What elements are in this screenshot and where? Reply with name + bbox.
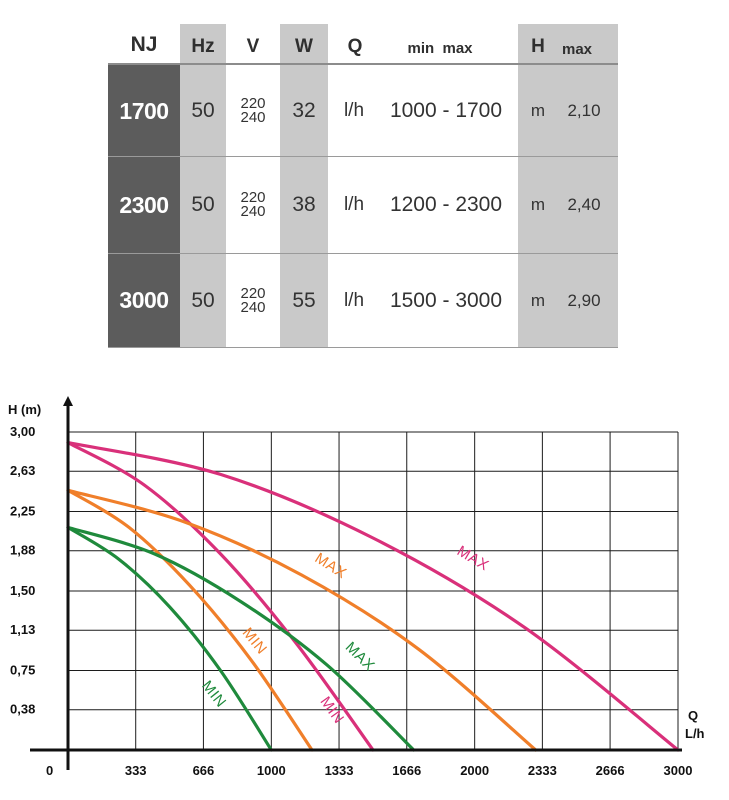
curve-label-max: MAX (312, 550, 350, 583)
series-line-max-3 (66, 525, 416, 752)
x-tick-label: 2000 (460, 763, 489, 778)
row-divider-1 (108, 156, 618, 157)
x-tick-label: 1666 (392, 763, 421, 778)
voltage-bottom: 240 (240, 298, 266, 316)
q-unit-3000: l/h (343, 289, 365, 311)
voltage-top: 220 (240, 284, 266, 302)
header-model: NJ (130, 33, 158, 56)
q-range-3000: 1500 - 3000 (389, 288, 503, 312)
hz-2300: 50 (191, 193, 215, 216)
h-unit-3000: m (530, 290, 546, 310)
series-line-min-0 (66, 525, 273, 752)
curve-label-max: MAX (342, 639, 378, 675)
w-column-band (280, 24, 328, 348)
y-tick-label: 1,13 (10, 622, 35, 637)
h-column-band (518, 24, 618, 348)
y-tick-label: 3,00 (10, 424, 35, 439)
header-h-max: max (561, 40, 593, 58)
x-tick-label: 333 (125, 763, 147, 778)
model-3000: 3000 (119, 287, 169, 313)
header-hz: Hz (191, 36, 215, 57)
h-max-3000: 2,90 (567, 290, 601, 310)
model-column-band (108, 64, 180, 348)
series-line-max-4 (66, 488, 538, 752)
header-divider (108, 63, 618, 65)
curve-label-min: MIN (198, 678, 229, 711)
h-unit-2300: m (530, 195, 546, 214)
voltage-top: 220 (240, 95, 266, 112)
series-line-max-5 (66, 441, 680, 752)
header-q: Q (347, 36, 363, 57)
y-tick-label: 1,50 (10, 583, 35, 598)
y-tick-label: 0,75 (10, 663, 35, 678)
y-tick-label: 1,88 (10, 543, 35, 558)
x-tick-label: 3000 (664, 763, 693, 778)
voltage-2300: 220 240 (226, 157, 280, 253)
voltage-top: 220 (240, 189, 266, 206)
model-1700: 1700 (119, 97, 169, 124)
q-unit-2300: l/h (343, 194, 365, 215)
y-tick-label: 2,25 (10, 504, 35, 519)
pump-curve-chart: 0,38 0,75 1,13 1,50 1,88 2,25 2,63 3,00 333 666 10… (8, 396, 705, 778)
x-tick-label: 2666 (596, 763, 625, 778)
q-unit-1700: l/h (343, 100, 365, 121)
grid-layer (68, 431, 679, 750)
watt-1700: 32 (292, 99, 316, 122)
voltage-bottom: 240 (240, 109, 266, 126)
table-bottom-border (108, 347, 618, 348)
hz-column-band (180, 24, 226, 348)
voltage-3000: 220 240 (226, 254, 280, 347)
y-tick-label: 2,63 (10, 463, 35, 478)
header-w: W (295, 36, 313, 57)
series-line-min-1 (66, 488, 314, 752)
series-line-min-2 (66, 441, 375, 752)
y-tick-label: 0,38 (10, 702, 35, 717)
hz-3000: 50 (191, 288, 215, 312)
origin-label: 0 (46, 763, 53, 778)
watt-2300: 38 (292, 193, 316, 216)
x-tick-label: 2333 (528, 763, 557, 778)
label-layer: 0,38 0,75 1,13 1,50 1,88 2,25 2,63 3,00 333 666 10… (8, 402, 705, 778)
curve-label-max: MAX (454, 543, 492, 575)
curve-label-min: MIN (317, 694, 348, 727)
axis-layer (30, 396, 682, 770)
q-range-1700: 1000 - 1700 (389, 99, 503, 122)
voltage-1700: 220 240 (226, 66, 280, 156)
x-axis-label-q: Q (688, 708, 698, 723)
x-tick-label: 666 (193, 763, 215, 778)
curve-label-min: MIN (239, 625, 271, 658)
watt-3000: 55 (292, 288, 316, 312)
x-axis-label-unit: L/h (685, 726, 705, 741)
spec-table: NJ Hz V W Q min max H max 1700 50 220 24… (108, 0, 618, 350)
hz-1700: 50 (191, 99, 215, 122)
header-v: V (246, 36, 260, 57)
curve-layer (66, 441, 680, 752)
q-range-2300: 1200 - 2300 (389, 193, 503, 216)
x-tick-label: 1333 (325, 763, 354, 778)
h-max-1700: 2,10 (567, 101, 601, 120)
header-q-range: min max (407, 39, 473, 57)
row-divider-2 (108, 253, 618, 254)
voltage-bottom: 240 (240, 203, 266, 220)
header-h: H (531, 36, 545, 57)
y-axis-arrow-icon (63, 396, 73, 406)
model-2300: 2300 (119, 191, 169, 218)
x-tick-label: 1000 (257, 763, 286, 778)
y-axis-label: H (m) (8, 402, 41, 417)
h-max-2300: 2,40 (567, 195, 601, 214)
h-unit-1700: m (530, 101, 546, 120)
